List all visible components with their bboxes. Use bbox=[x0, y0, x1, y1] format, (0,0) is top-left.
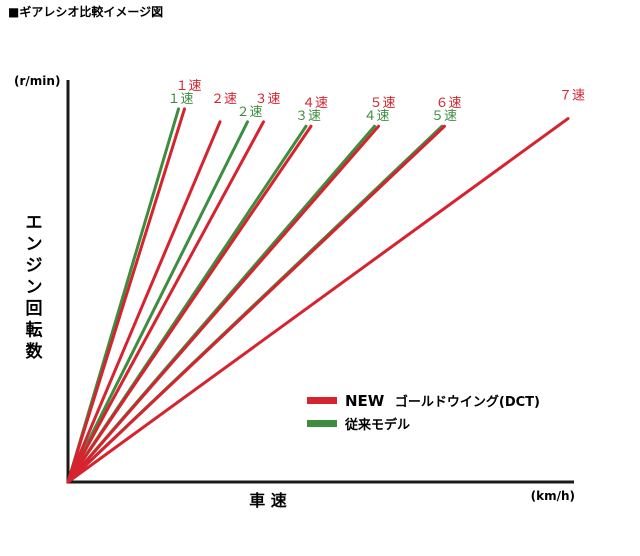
new-gear-label-2: ２速 bbox=[211, 92, 237, 107]
new-gear-label-6: ６速 bbox=[435, 96, 461, 111]
new-gear-label-7: ７速 bbox=[559, 89, 585, 104]
new-gear-line-7 bbox=[66, 117, 570, 484]
gear-lines bbox=[66, 107, 570, 484]
old-gear-label-2: ２速 bbox=[236, 105, 262, 120]
new-gear-line-2 bbox=[66, 120, 222, 484]
x-axis-label: 車 速 bbox=[249, 491, 287, 510]
new-gear-label-4: ４速 bbox=[302, 96, 328, 111]
new-gear-line-6 bbox=[66, 124, 446, 484]
new-gear-label-1: １速 bbox=[175, 79, 201, 94]
new-gear-label-3: ３速 bbox=[254, 92, 280, 107]
new-gear-line-4 bbox=[66, 124, 313, 484]
legend-swatch-old bbox=[307, 420, 337, 427]
old-gear-label-5: ５速 bbox=[431, 109, 457, 124]
axes bbox=[66, 80, 574, 484]
legend-label-old: 従来モデル bbox=[344, 417, 410, 433]
old-gear-label-3: ３速 bbox=[295, 109, 321, 124]
new-gear-label-5: ５速 bbox=[369, 96, 395, 111]
x-unit-label: (km/h) bbox=[531, 489, 575, 503]
y-unit-label: (r/min) bbox=[14, 74, 60, 88]
new-gear-line-3 bbox=[66, 120, 265, 484]
legend-label-new-sub: ゴールドウイング(DCT) bbox=[395, 394, 540, 410]
legend-label-new-main: NEW bbox=[345, 392, 385, 410]
old-gear-line-2 bbox=[66, 120, 249, 484]
legend-swatch-new bbox=[307, 397, 337, 404]
chart-title: ■ギアレシオ比較イメージ図 bbox=[8, 4, 163, 19]
old-gear-label-4: ４速 bbox=[363, 109, 389, 124]
old-gear-label-1: １速 bbox=[167, 92, 193, 107]
y-axis-label: エンジン回転数 bbox=[26, 213, 44, 362]
new-gear-line-5 bbox=[66, 124, 380, 484]
legend-label-new: NEW ゴールドウイング(DCT) bbox=[345, 392, 540, 410]
new-gear-line-1 bbox=[66, 107, 186, 484]
legend: NEW ゴールドウイング(DCT) 従来モデル bbox=[307, 392, 540, 433]
